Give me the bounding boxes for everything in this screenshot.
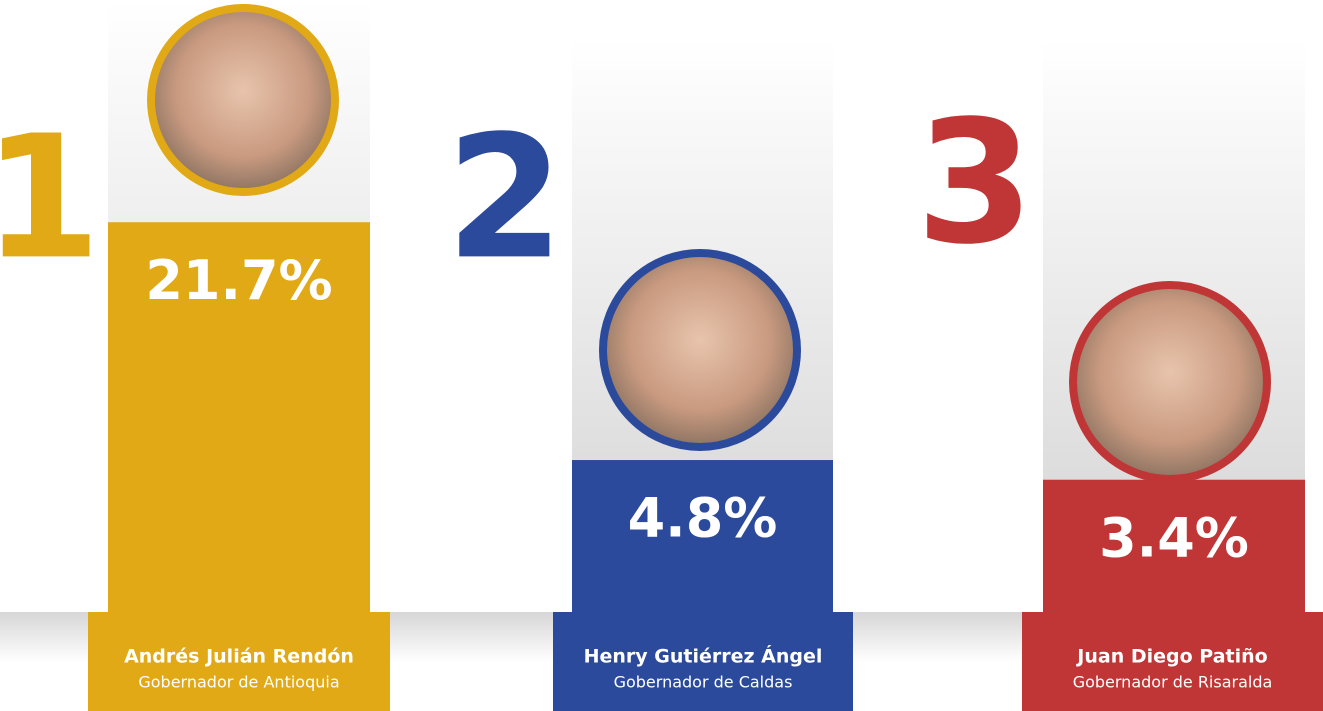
value-label: 4.8% xyxy=(628,487,778,550)
podium: 1 21.7% Andrés Julián Rendón Gobernador de … xyxy=(0,0,1323,711)
value-label: 21.7% xyxy=(145,249,332,312)
photo xyxy=(151,8,335,192)
chart: 1 21.7% Andrés Julián Rendón Gobernador de … xyxy=(0,0,1323,711)
photo xyxy=(603,253,797,447)
rank-number: 2 xyxy=(446,99,564,297)
candidate-role: Gobernador de Antioquia xyxy=(138,673,339,692)
candidate-name: Henry Gutiérrez Ángel xyxy=(584,645,823,668)
candidate-role: Gobernador de Caldas xyxy=(614,673,793,692)
candidate-name: Juan Diego Patiño xyxy=(1075,646,1267,668)
candidate-name: Andrés Julián Rendón xyxy=(124,646,354,668)
candidate-role: Gobernador de Risaralda xyxy=(1073,673,1273,692)
rank-number: 1 xyxy=(0,99,101,297)
photo xyxy=(1073,285,1267,479)
rank-number: 3 xyxy=(916,84,1034,282)
value-label: 3.4% xyxy=(1099,506,1249,569)
